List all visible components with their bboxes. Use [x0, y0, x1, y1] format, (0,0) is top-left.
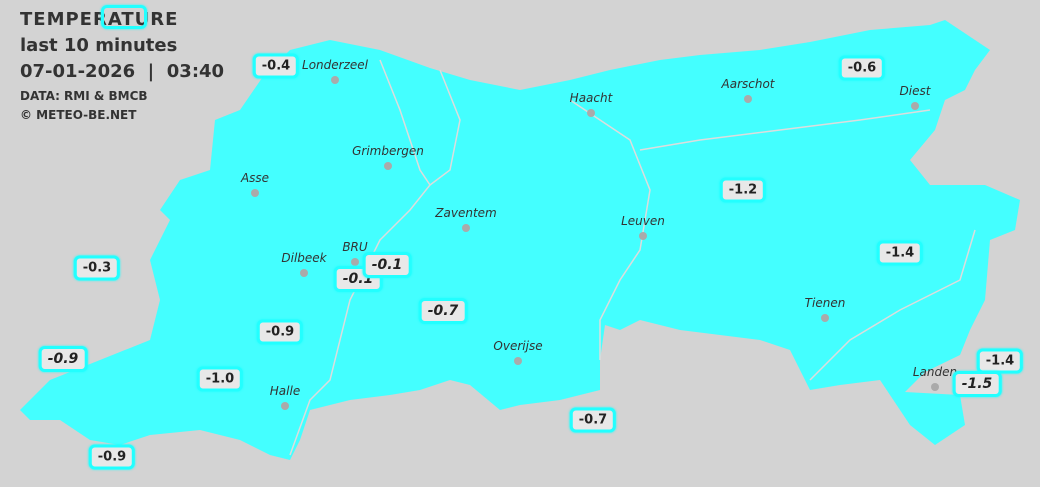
temperature-reading[interactable]: -0.6	[838, 55, 886, 81]
city-dot	[639, 232, 647, 240]
city-label: Leuven	[621, 214, 665, 228]
city-dot	[462, 224, 470, 232]
city-dot	[821, 314, 829, 322]
city-label: Asse	[240, 171, 270, 185]
city-label: Landen	[912, 365, 958, 379]
city-label: Aarschot	[721, 77, 775, 91]
city-label: Overijse	[493, 339, 543, 353]
map-title: TEMPERATURE	[20, 9, 179, 30]
temperature-reading[interactable]: -1.5	[952, 371, 1002, 397]
temperature-reading[interactable]: -1.4	[976, 348, 1024, 374]
border-lines	[289, 59, 976, 456]
city-dot	[351, 258, 359, 266]
city-dot	[281, 402, 289, 410]
temperature-reading[interactable]: -0.4	[252, 53, 300, 79]
city-dot	[744, 95, 752, 103]
temperature-reading[interactable]: -0.3	[73, 255, 121, 281]
city-dot	[384, 162, 392, 170]
data-source: DATA: RMI & BMCB	[20, 89, 148, 103]
temperature-reading[interactable]	[101, 5, 147, 29]
temperature-reading[interactable]: -1.2	[719, 177, 767, 203]
city-dot	[514, 357, 522, 365]
city-dot	[911, 102, 919, 110]
copyright: © METEO-BE.NET	[20, 108, 137, 122]
city-dot	[251, 189, 259, 197]
city-label: Dilbeek	[281, 251, 327, 265]
city-label: Grimbergen	[352, 144, 424, 158]
map-datetime: 07-01-2026 | 03:40	[20, 61, 225, 82]
temperature-reading[interactable]: -0.9	[256, 319, 304, 345]
region-shape	[20, 20, 1020, 460]
temperature-reading[interactable]: -1.4	[876, 240, 924, 266]
city-dot	[931, 383, 939, 391]
city-dot	[300, 269, 308, 277]
temperature-reading[interactable]: -0.1	[362, 252, 412, 278]
temperature-reading[interactable]: -0.9	[88, 444, 136, 470]
temperature-reading[interactable]: -0.9	[38, 346, 88, 372]
temperature-reading[interactable]: -1.0	[196, 366, 244, 392]
city-label: Halle	[269, 384, 301, 398]
temperature-reading[interactable]: -0.7	[418, 298, 468, 324]
city-dot	[331, 76, 339, 84]
temperature-reading[interactable]: -0.7	[569, 407, 617, 433]
map-subtitle: last 10 minutes	[20, 35, 178, 56]
city-label: Zaventem	[435, 206, 497, 220]
city-label: Diest	[899, 84, 931, 98]
city-label: Haacht	[569, 91, 613, 105]
city-label: Tienen	[804, 296, 846, 310]
city-dot	[587, 109, 595, 117]
city-label: BRU	[342, 240, 368, 254]
city-label: Londerzeel	[302, 58, 368, 72]
